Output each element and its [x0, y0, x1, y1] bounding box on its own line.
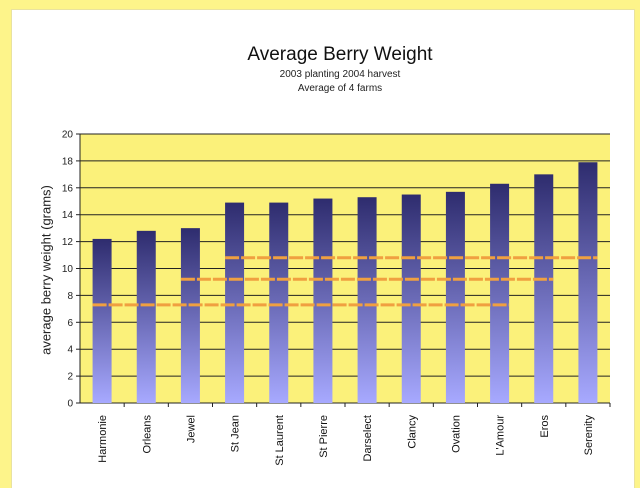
bar-7: [401, 194, 421, 403]
chart-title: Average Berry Weight: [247, 44, 433, 65]
x-tick-label: Clancy: [406, 415, 418, 449]
x-tick-label: Serenity: [583, 415, 595, 456]
y-tick-label: 14: [62, 210, 74, 221]
chart-subtitle-1: 2003 planting 2004 harvest: [279, 69, 401, 80]
x-tick-label: St Jean: [230, 415, 242, 452]
y-tick-label: 6: [67, 318, 73, 329]
x-tick-label: Harmonie: [97, 415, 109, 463]
bar-6: [357, 197, 377, 403]
y-tick-label: 8: [67, 291, 73, 302]
chart-subtitle-2: Average of 4 farms: [297, 83, 383, 94]
x-tick-label: L'Amour: [495, 415, 507, 456]
y-tick-label: 2: [67, 372, 73, 383]
x-tick-label: St Laurent: [274, 415, 286, 466]
y-tick-label: 0: [67, 399, 73, 410]
bar-8: [445, 191, 465, 403]
bar-5: [313, 198, 333, 403]
x-tick-label: Jewel: [185, 415, 197, 443]
bar-2: [180, 228, 200, 403]
bar-4: [269, 202, 289, 403]
y-tick-label: 18: [62, 156, 74, 167]
y-tick-label: 12: [62, 237, 74, 248]
y-tick-label: 20: [62, 130, 74, 141]
bar-0: [92, 238, 112, 403]
bar-10: [534, 174, 554, 403]
bar-9: [490, 183, 510, 403]
x-tick-label: Darselect: [362, 415, 374, 461]
bar-3: [225, 202, 245, 403]
y-tick-label: 10: [62, 264, 74, 275]
x-tick-label: St Pierre: [318, 415, 330, 458]
x-tick-label: Ovation: [450, 415, 462, 453]
x-tick-label: Orleans: [141, 415, 153, 454]
x-tick-label: Eros: [539, 415, 551, 438]
y-tick-label: 4: [67, 345, 73, 356]
bar-1: [136, 230, 156, 403]
bar-11: [578, 162, 598, 403]
y-tick-label: 16: [62, 183, 74, 194]
